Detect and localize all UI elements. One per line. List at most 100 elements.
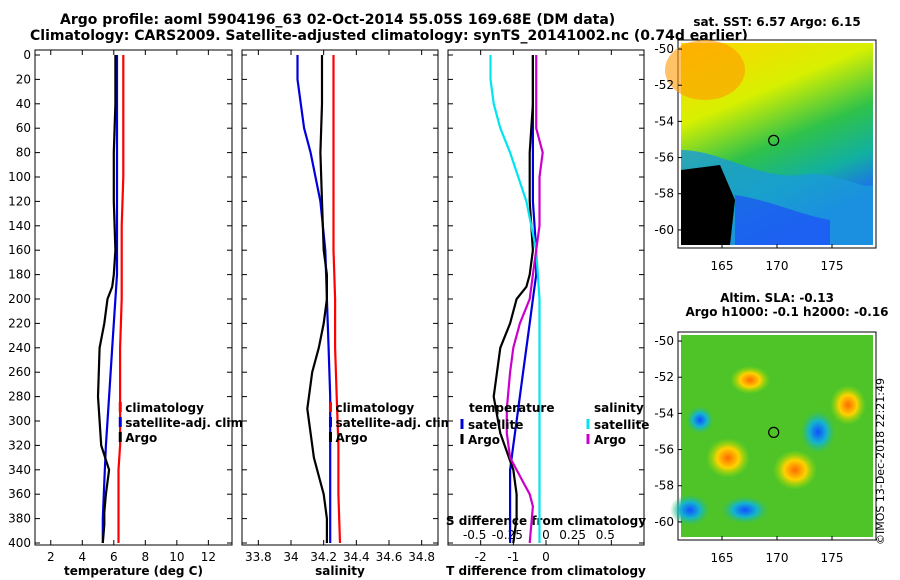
y-tick-label: 160 [8,243,31,257]
y-tick-label: -60 [654,515,674,529]
secondary-tick-label: -0.25 [492,528,523,542]
figure-title-line1: Argo profile: aoml 5904196_63 02-Oct-201… [60,12,616,28]
legend-label: satellite-adj. clim. [335,416,457,430]
y-tick-label: 220 [8,316,31,330]
x-tick-label: 12 [201,550,216,564]
legend-label: climatology [125,401,204,415]
y-tick-label: 180 [8,268,31,282]
y-tick-label: -56 [654,443,674,457]
x-tick-label: 6 [110,550,118,564]
secondary-tick-label: 0.25 [559,528,586,542]
sst-warm-patch [665,40,745,100]
x-axis-label: temperature (deg C) [64,564,203,578]
series-satellite-adj.-clim. [296,55,332,543]
y-tick-label: 240 [8,341,31,355]
x-axis-label: salinity [315,564,365,578]
x-tick-label: 170 [766,259,789,273]
y-tick-label: 400 [8,536,31,550]
legend-label: satellite [468,418,523,432]
sla-anomaly-blob [730,366,770,394]
y-tick-label: -52 [654,370,674,384]
series-salinity-satellite [489,55,541,543]
panel-frame [241,49,439,546]
secondary-axis-label: S difference from climatology [446,514,646,528]
panel-frame [447,49,645,546]
x-tick-label: -2 [475,550,487,564]
series-satellite-adj.-clim. [101,55,119,543]
panel-frame [34,49,233,546]
y-tick-label: 120 [8,194,31,208]
x-tick-label: 34.8 [408,550,435,564]
y-tick-label: 340 [8,463,31,477]
y-tick-label: -58 [654,187,674,201]
legend-header: salinity [594,401,644,415]
y-tick-label: 60 [16,121,31,135]
secondary-tick-label: 0.5 [596,528,615,542]
figure-title-line2: Climatology: CARS2009. Satellite-adjuste… [30,28,748,44]
map-sst_map: 165 170 175 -50 -52 -54 -56 -58 -60 sat. SST: 6.5… [654,15,877,273]
sla-anomaly-blob [686,406,714,434]
x-tick-label: 10 [169,550,184,564]
sst-blue-band [735,195,830,245]
x-tick-label: 170 [766,551,789,565]
y-tick-label: 320 [8,438,31,452]
sla-anomaly-blob [706,438,750,478]
series-salinity-argo [505,55,544,544]
x-tick-label: -1 [507,550,519,564]
y-tick-label: 80 [16,146,31,160]
x-tick-label: 34 [283,550,298,564]
panel-difference: -2 -1 0 -0.5 -0.25 0 0.25 0.5S difference from … [446,49,649,578]
x-tick-label: 34.6 [376,550,403,564]
legend-label: Argo [468,433,500,447]
y-tick-label: -56 [654,151,674,165]
y-tick-label: 20 [16,72,31,86]
x-tick-label: 175 [821,551,844,565]
sla-anomaly-blob [830,385,866,425]
series-argo [306,55,328,543]
x-tick-label: 0 [542,550,550,564]
x-tick-label: 165 [711,259,734,273]
x-tick-label: 34.2 [310,550,337,564]
y-tick-label: -60 [654,223,674,237]
legend-label: climatology [335,401,414,415]
y-tick-label: 360 [8,487,31,501]
series-argo [96,55,117,544]
legend-label: Argo [335,431,367,445]
panel-salinity: 33.8 34 34.2 34.4 34.6 34.8 salinity climatolog… [241,49,458,578]
y-tick-label: 260 [8,365,31,379]
x-tick-label: 175 [821,259,844,273]
x-tick-label: 2 [47,550,55,564]
legend-label: satellite-adj. clim. [125,416,247,430]
map-sla_map: 165 170 175 -50 -52 -54 -56 -58 -60 Altim. SLA: -… [654,291,888,565]
sla-anomaly-blob [773,450,817,490]
map-subtitle: Argo h1000: -0.1 h2000: -0.16 [685,305,888,319]
secondary-tick-label: 0 [542,528,550,542]
legend-label: satellite [594,418,649,432]
map-title: Altim. SLA: -0.13 [720,291,834,305]
legend-header: temperature [469,401,554,415]
series-climatology [117,55,125,543]
legend-label: Argo [594,433,626,447]
y-tick-label: -58 [654,479,674,493]
y-tick-label: -52 [654,78,674,92]
y-tick-label: 40 [16,97,31,111]
sla-anomaly-blob [670,494,710,526]
x-tick-label: 34.4 [343,550,370,564]
y-tick-label: 300 [8,414,31,428]
secondary-tick-label: -0.5 [463,528,486,542]
series-climatology [332,55,342,544]
y-tick-label: 100 [8,170,31,184]
map-title: sat. SST: 6.57 Argo: 6.15 [693,15,860,29]
y-tick-label: -50 [654,42,674,56]
sla-anomaly-blob [721,496,769,524]
x-tick-label: 33.8 [245,550,272,564]
argo-position-marker [768,134,780,146]
x-axis-label: T difference from climatology [446,564,646,578]
y-tick-label: -54 [654,406,674,420]
y-tick-label: 140 [8,219,31,233]
series-temperature-argo [492,55,535,544]
argo-position-marker [768,426,780,438]
sla-anomaly-blob [800,410,836,454]
x-tick-label: 8 [141,550,149,564]
